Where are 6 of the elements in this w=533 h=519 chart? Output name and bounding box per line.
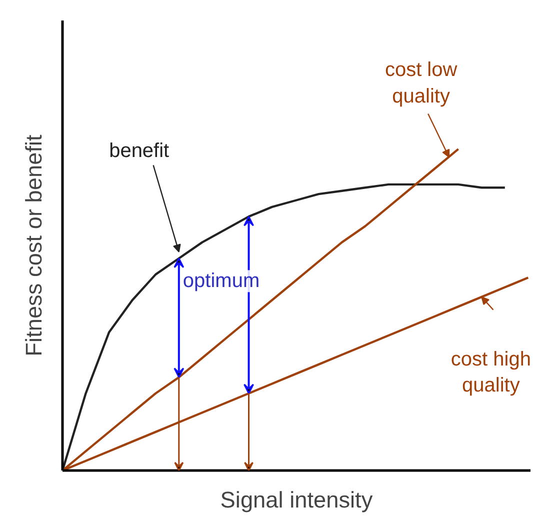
text: benefit (109, 140, 170, 162)
text: cost low quality (384, 58, 458, 108)
series-label: cost high quality (450, 348, 531, 397)
x-axis-title: Signal intensity (220, 486, 374, 512)
y-axis-title: Fitness cost or benefit (20, 134, 46, 356)
annotation: optimum (182, 270, 260, 292)
